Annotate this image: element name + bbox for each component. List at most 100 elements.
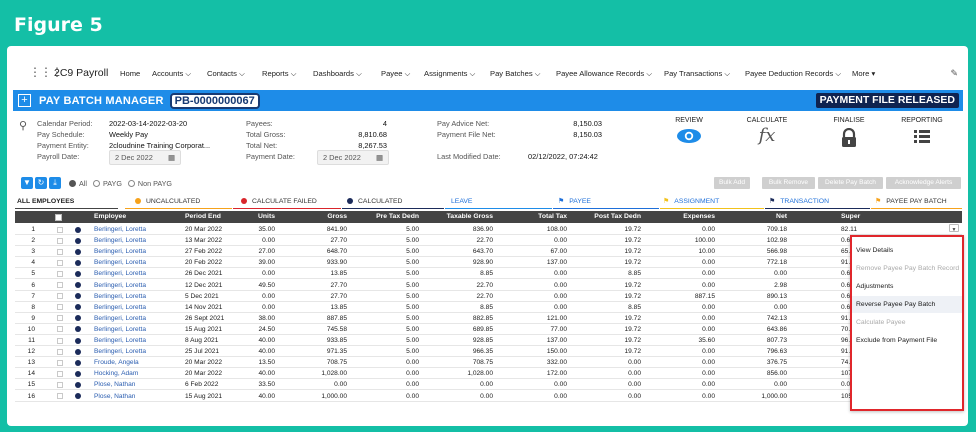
col-header-post-tax-dedn[interactable]: Post Tax Dedn (594, 213, 641, 220)
menu-item-adjustments[interactable]: Adjustments (856, 283, 894, 290)
col-header-gross[interactable]: Gross (327, 213, 347, 220)
table-row[interactable]: 11 Berlingeri, Loretta 8 Aug 2021 40.00 933.… (15, 335, 962, 346)
reporting-action[interactable]: REPORTING (897, 117, 947, 148)
table-row[interactable]: 12 Berlingeri, Loretta 25 Jul 2021 40.00 971… (15, 346, 962, 358)
employee-link[interactable]: Berlingeri, Loretta (94, 292, 147, 300)
employee-link[interactable]: Berlingeri, Loretta (94, 270, 147, 278)
employee-link[interactable]: Hocking, Adam (94, 370, 139, 378)
select-all-checkbox[interactable] (55, 214, 62, 221)
payment-date-field[interactable]: 2 Dec 2022 ▦ (317, 150, 389, 165)
col-header-units[interactable]: Units (258, 213, 275, 220)
tab-calculate-failed[interactable]: CALCULATE FAILED (241, 196, 317, 208)
row-checkbox[interactable] (57, 381, 63, 388)
table-row[interactable]: 14 Hocking, Adam 20 Mar 2022 40.00 1,028.00 0… (15, 368, 962, 380)
filter-radio-all[interactable] (69, 179, 76, 187)
delete-pay-batch-button[interactable]: Delete Pay Batch (818, 177, 883, 189)
tab-payee-pay-batch[interactable]: ⚑ PAYEE PAY BATCH (875, 196, 947, 208)
tab-transaction[interactable]: ⚑ TRANSACTION (769, 196, 829, 208)
menu-item-view-details[interactable]: View Details (856, 247, 894, 254)
download-icon[interactable]: ⤓ (49, 177, 61, 189)
tab-uncalculated[interactable]: UNCALCULATED (135, 196, 200, 208)
menu-item-reverse-payee-pay-batch[interactable]: Reverse Payee Pay Batch (852, 296, 962, 313)
bulk-add-button[interactable]: Bulk Add (714, 177, 750, 189)
nav-item-dashboards[interactable]: Dashboards ⌵ (313, 69, 362, 78)
nav-item-accounts[interactable]: Accounts ⌵ (152, 69, 192, 78)
tab-calculated[interactable]: CALCULATED (347, 196, 402, 208)
table-row[interactable]: 4 Berlingeri, Loretta 20 Feb 2022 39.00 933.… (15, 257, 962, 269)
row-checkbox[interactable] (57, 304, 63, 311)
employee-link[interactable]: Berlingeri, Loretta (94, 248, 147, 256)
filter-radio-non-payg[interactable] (127, 179, 135, 187)
table-row[interactable]: 9 Berlingeri, Loretta 26 Sept 2021 38.00 887… (15, 313, 962, 324)
table-row[interactable]: 16 Plose, Nathan 15 Aug 2021 40.00 1,000.00 0… (15, 390, 962, 402)
table-row[interactable]: 2 Berlingeri, Loretta 13 Mar 2022 0.00 27.70… (15, 235, 962, 247)
add-icon[interactable]: + (18, 94, 31, 107)
row-checkbox[interactable] (57, 393, 63, 399)
employee-link[interactable]: Plose, Nathan (94, 381, 136, 389)
nav-item-home[interactable]: Home (120, 69, 141, 78)
employee-link[interactable]: Berlingeri, Loretta (94, 237, 147, 245)
nav-item-pay-batches[interactable]: Pay Batches ⌵ (490, 69, 541, 78)
employee-link[interactable]: Plose, Nathan (94, 392, 136, 400)
row-checkbox[interactable] (57, 359, 63, 366)
filter-radio-payg[interactable] (93, 179, 100, 187)
table-row[interactable]: 13 Froude, Angela 20 Mar 2022 13.50 708.75 0.… (15, 357, 962, 369)
row-checkbox[interactable] (57, 270, 63, 277)
row-checkbox[interactable] (57, 226, 63, 233)
col-header-total-tax[interactable]: Total Tax (538, 213, 567, 220)
tab-assignment[interactable]: ⚑ ASSIGNMENT (663, 196, 719, 208)
menu-item-exclude-from-payment-file[interactable]: Exclude from Payment File (856, 337, 938, 344)
calculate-action[interactable]: CALCULATE fx (742, 117, 792, 146)
row-actions-dropdown-icon[interactable]: ▼ (949, 224, 959, 233)
employee-link[interactable]: Berlingeri, Loretta (94, 303, 147, 311)
row-checkbox[interactable] (57, 293, 63, 300)
edit-pencil-icon[interactable]: ✎ (950, 68, 958, 78)
tab-leave[interactable]: LEAVE (451, 198, 473, 205)
nav-item-contacts[interactable]: Contacts ⌵ (207, 69, 245, 78)
nav-item-payee-deduction-records[interactable]: Payee Deduction Records ⌵ (745, 69, 842, 78)
nav-item-pay-transactions[interactable]: Pay Transactions ⌵ (664, 69, 731, 78)
table-row[interactable]: 7 Berlingeri, Loretta 5 Dec 2021 0.00 27.70 5… (15, 291, 962, 302)
row-checkbox[interactable] (57, 315, 63, 322)
employee-link[interactable]: Berlingeri, Loretta (94, 337, 147, 344)
row-checkbox[interactable] (57, 259, 63, 266)
employee-link[interactable]: Berlingeri, Loretta (94, 281, 147, 289)
nav-item-assignments[interactable]: Assignments ⌵ (424, 69, 476, 78)
review-action[interactable]: REVIEW (667, 117, 711, 146)
row-checkbox[interactable] (57, 237, 63, 244)
employee-link[interactable]: Berlingeri, Loretta (94, 348, 147, 356)
col-header-taxable-gross[interactable]: Taxable Gross (446, 213, 493, 220)
table-row[interactable]: 8 Berlingeri, Loretta 14 Nov 2021 0.00 13.85… (15, 302, 962, 313)
row-checkbox[interactable] (57, 282, 63, 288)
app-launcher-icon[interactable]: ⋮⋮⋮ (29, 65, 63, 79)
employee-link[interactable]: Berlingeri, Loretta (94, 259, 147, 267)
bulk-remove-button[interactable]: Bulk Remove (762, 177, 815, 189)
table-row[interactable]: 5 Berlingeri, Loretta 26 Dec 2021 0.00 13.85… (15, 268, 962, 280)
nav-item-payee-allowance-records[interactable]: Payee Allowance Records ⌵ (556, 69, 653, 78)
table-row[interactable]: 10 Berlingeri, Loretta 15 Aug 2021 24.50 745… (15, 324, 962, 335)
search-icon[interactable]: ⚲ (19, 120, 28, 132)
col-header-expenses[interactable]: Expenses (683, 213, 715, 220)
col-header-period-end[interactable]: Period End (185, 213, 221, 220)
employee-link[interactable]: Berlingeri, Loretta (94, 314, 147, 322)
employee-link[interactable]: Berlingeri, Loretta (94, 226, 147, 233)
table-row[interactable]: 3 Berlingeri, Loretta 27 Feb 2022 27.00 648.… (15, 246, 962, 258)
col-header-net[interactable]: Net (776, 213, 787, 220)
row-checkbox[interactable] (57, 370, 63, 377)
col-header-super[interactable]: Super (841, 213, 861, 220)
tab-payee[interactable]: ⚑ PAYEE (558, 196, 591, 208)
nav-item-reports[interactable]: Reports ⌵ (262, 69, 297, 78)
table-row[interactable]: 15 Plose, Nathan 6 Feb 2022 33.50 0.00 0.00 0.… (15, 379, 962, 391)
nav-item-more[interactable]: More ▾ (852, 69, 876, 78)
row-checkbox[interactable] (57, 337, 63, 344)
table-row[interactable]: 6 Berlingeri, Loretta 12 Dec 2021 49.50 27.7… (15, 280, 962, 291)
col-header-pre-tax-dedn[interactable]: Pre Tax Dedn (376, 213, 419, 220)
table-row[interactable]: 1 Berlingeri, Loretta 20 Mar 2022 35.00 841.… (15, 224, 962, 235)
row-checkbox[interactable] (57, 326, 63, 333)
employee-link[interactable]: Berlingeri, Loretta (94, 325, 147, 333)
refresh-icon[interactable]: ↻ (35, 177, 47, 189)
payroll-date-field[interactable]: 2 Dec 2022 ▦ (109, 150, 181, 165)
row-checkbox[interactable] (57, 348, 63, 355)
acknowledge-alerts-button[interactable]: Acknowledge Alerts (886, 177, 961, 189)
tab-all-employees[interactable]: ALL EMPLOYEES (17, 198, 75, 205)
